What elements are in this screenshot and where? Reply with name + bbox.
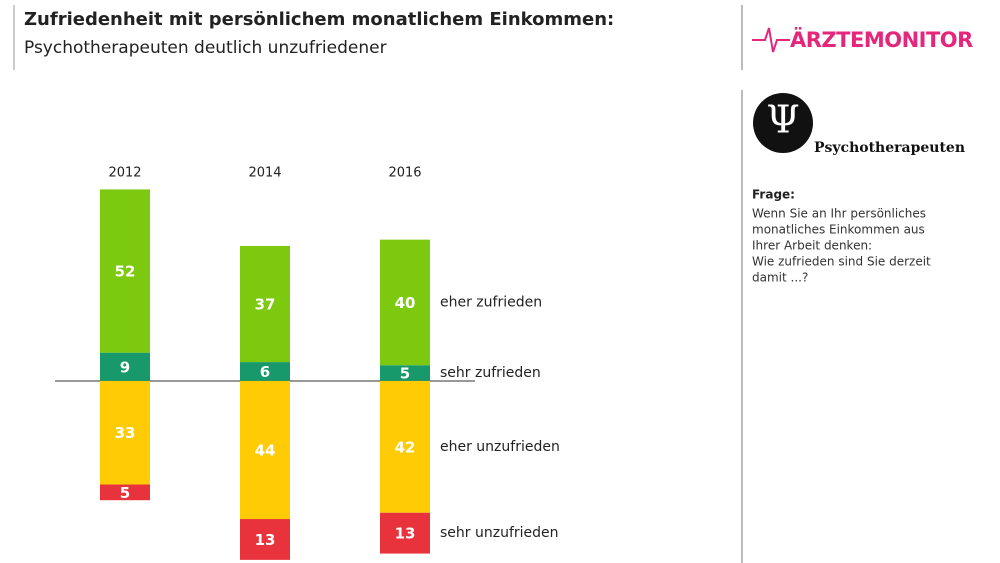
data-label: 52 [115,263,136,281]
logo-text: ÄRZTEMONITOR [790,27,973,52]
question-line: Wie zufrieden sind Sie derzeit [752,255,931,269]
question-line: monatliches Einkommen aus [752,223,925,237]
bar-segment [380,380,430,513]
logo: ÄRZTEMONITOR [790,27,973,52]
data-label: 33 [115,424,136,442]
question-label: Frage: [752,188,795,202]
icon [753,93,813,153]
bar-segment [240,362,290,381]
bar-segment [240,245,290,363]
bar-segment [240,380,290,520]
bar-segment [100,380,150,485]
chart-title: Zufriedenheit mit persönlichem monatlich… [24,9,614,30]
legend-label: eher unzufrieden [440,439,560,455]
logo-pulse [752,27,790,53]
question-line: damit ...? [752,271,808,285]
data-label: 6 [260,363,270,381]
legend-label: sehr unzufrieden [440,525,559,541]
bar-segment [380,365,430,381]
legend-label: eher zufrieden [440,294,542,310]
bar-segment [380,239,430,366]
icon-symbol: Ψ [766,98,799,142]
bar-segment [100,484,150,501]
legend-label: sehr zufrieden [440,365,541,381]
data-label: 40 [395,294,416,312]
x-tick-label: 2014 [248,166,281,181]
data-label: 37 [255,296,276,314]
data-label: 13 [395,525,416,543]
data-label: 9 [120,358,130,376]
bar-segment [240,519,290,560]
question-line: Wenn Sie an Ihr persönliches [752,207,926,221]
question-line: Ihrer Arbeit denken: [752,239,872,253]
data-label: 42 [395,438,416,456]
bar-segment [100,189,150,353]
data-label: 5 [120,484,130,502]
x-tick-label: 2012 [108,166,141,181]
bar-segment [100,352,150,381]
data-label: 5 [400,365,410,383]
data-label: 13 [255,531,276,549]
data-label: 44 [255,441,276,459]
x-tick-label: 2016 [388,166,421,181]
chart-subtitle: Psychotherapeuten deutlich unzufriedener [24,38,387,58]
group-label: Psychotherapeuten [814,140,965,156]
bar-segment [380,512,430,554]
